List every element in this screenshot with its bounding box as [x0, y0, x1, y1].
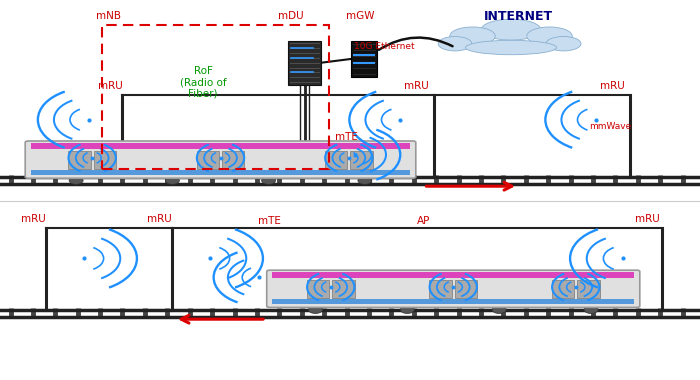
Bar: [578, 280, 600, 298]
Ellipse shape: [438, 36, 472, 51]
Text: mDU: mDU: [278, 11, 303, 21]
Text: mRU: mRU: [600, 81, 625, 91]
Text: RoF
(Radio of
Fiber): RoF (Radio of Fiber): [180, 66, 226, 99]
Text: mNB: mNB: [96, 11, 121, 21]
Bar: [430, 280, 452, 298]
Ellipse shape: [526, 27, 573, 45]
Text: mRU: mRU: [98, 81, 123, 91]
Text: mRU: mRU: [21, 214, 46, 224]
Text: INTERNET: INTERNET: [484, 10, 552, 23]
Bar: [552, 280, 574, 298]
FancyBboxPatch shape: [351, 41, 377, 77]
Bar: [31, 170, 410, 175]
Ellipse shape: [482, 19, 540, 40]
Ellipse shape: [466, 40, 556, 55]
Circle shape: [492, 306, 506, 314]
Bar: [272, 272, 634, 278]
Circle shape: [165, 177, 179, 184]
FancyBboxPatch shape: [288, 41, 321, 85]
Bar: [455, 280, 477, 298]
Circle shape: [262, 177, 276, 184]
Circle shape: [309, 306, 323, 314]
Text: mTE: mTE: [258, 216, 281, 226]
Text: mRU: mRU: [404, 81, 429, 91]
Circle shape: [358, 177, 372, 184]
Text: 10G Ethernet: 10G Ethernet: [354, 42, 414, 51]
Bar: [94, 151, 116, 169]
Ellipse shape: [449, 27, 495, 45]
Bar: [222, 151, 244, 169]
Bar: [69, 151, 91, 169]
Bar: [307, 280, 330, 298]
Circle shape: [400, 306, 414, 314]
Bar: [332, 280, 355, 298]
Bar: [325, 151, 347, 169]
Bar: [197, 151, 219, 169]
Text: mGW: mGW: [346, 11, 374, 21]
Bar: [350, 151, 372, 169]
Bar: [31, 143, 410, 149]
Circle shape: [69, 177, 83, 184]
Ellipse shape: [546, 36, 581, 51]
FancyBboxPatch shape: [267, 270, 640, 307]
Text: mTE: mTE: [335, 133, 358, 142]
Text: mRU: mRU: [147, 214, 172, 224]
Text: mmWave: mmWave: [589, 122, 631, 131]
FancyBboxPatch shape: [25, 141, 416, 178]
Bar: [272, 299, 634, 304]
Text: AP: AP: [416, 216, 430, 226]
Circle shape: [584, 306, 598, 314]
Text: mRU: mRU: [635, 214, 660, 224]
